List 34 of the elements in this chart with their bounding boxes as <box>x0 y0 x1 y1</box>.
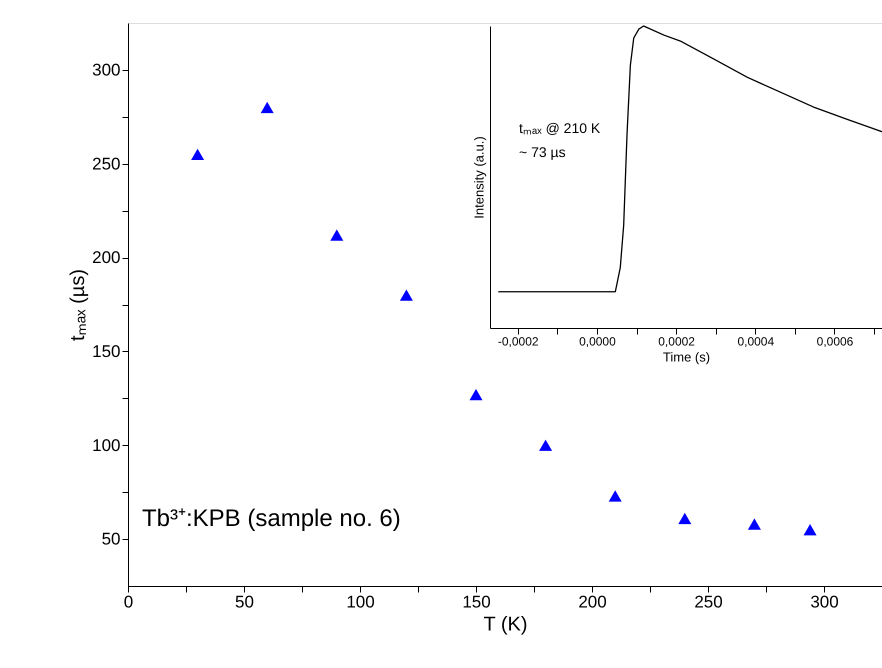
x-tick-label: 0 <box>124 592 134 612</box>
annotation: Tb³⁺:KPB (sample no. 6) <box>142 505 401 532</box>
x-tick-label: 200 <box>578 592 607 612</box>
y-axis-title: Intensity (a.u.) <box>472 136 486 219</box>
y-tick-label: 100 <box>92 436 120 455</box>
point <box>608 490 622 502</box>
x-tick-label: -0,0002 <box>498 334 539 348</box>
point <box>191 148 204 160</box>
y-tick-label: 50 <box>102 530 120 549</box>
y-tick-label: 300 <box>92 60 120 80</box>
x-tick-label: 150 <box>462 592 491 612</box>
x-tick-label: 0,0004 <box>737 334 774 348</box>
x-tick-label: 0,0002 <box>658 334 696 348</box>
x-tick-label: 50 <box>235 592 254 612</box>
annotation: ~ 73 µs <box>519 144 566 160</box>
point <box>748 518 761 530</box>
x-axis-title: Time (s) <box>662 350 710 364</box>
point <box>804 524 817 536</box>
point <box>539 440 552 451</box>
point <box>260 102 274 114</box>
y-tick-label: 250 <box>92 154 120 174</box>
x-axis-title: T (K) <box>483 614 528 636</box>
x-tick-label: 0,0006 <box>816 334 854 348</box>
y-tick-label: 200 <box>92 248 120 268</box>
point <box>678 512 692 524</box>
point <box>469 388 483 400</box>
point <box>400 289 413 301</box>
x-tick-label: 300 <box>810 592 839 612</box>
point <box>330 229 344 241</box>
annotation: tₘₐₓ @ 210 K <box>519 120 601 136</box>
x-tick-label: 0,0000 <box>579 334 616 348</box>
y-axis-title: tₘₐₓ (µs) <box>67 269 90 341</box>
x-tick-label: 100 <box>346 592 375 612</box>
x-tick-label: 250 <box>694 592 723 612</box>
